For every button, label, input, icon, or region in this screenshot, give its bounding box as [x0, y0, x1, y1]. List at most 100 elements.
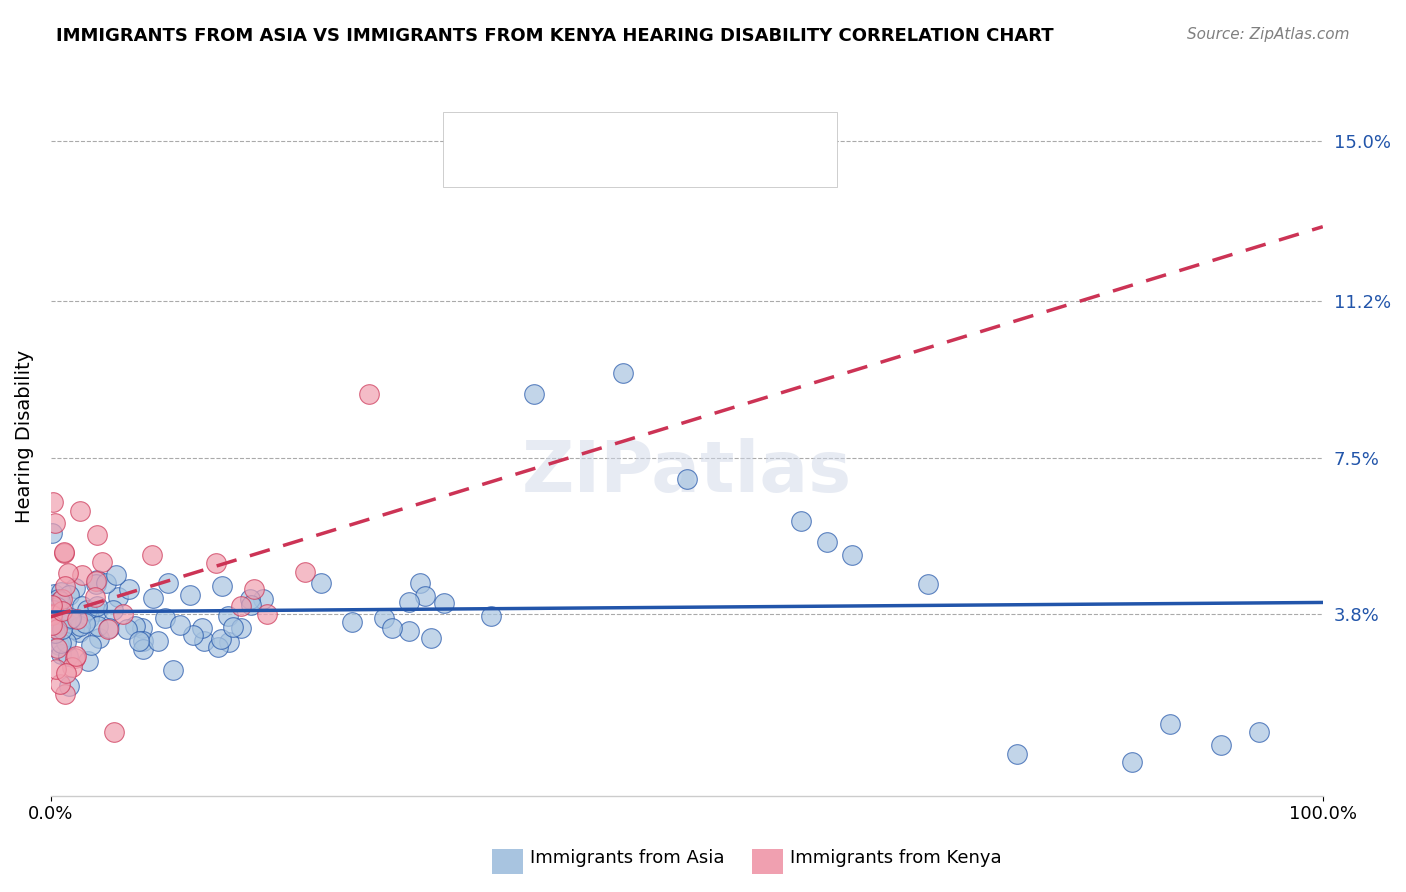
- Point: [66, 612, 89, 626]
- Point: [59, 612, 82, 626]
- Point: [612, 366, 634, 380]
- Point: [132, 633, 155, 648]
- Point: [98, 621, 121, 635]
- Point: [211, 632, 233, 646]
- Point: [86, 599, 108, 614]
- Point: [86, 574, 108, 588]
- Point: [84, 590, 107, 604]
- Point: [69, 504, 91, 518]
- Point: [56, 566, 79, 581]
- Point: [207, 640, 229, 655]
- Point: [398, 624, 420, 638]
- Point: [51, 592, 73, 607]
- Point: [311, 576, 333, 591]
- Point: [148, 634, 170, 648]
- Point: [1249, 725, 1271, 739]
- Point: [55, 687, 77, 701]
- Text: N =: N =: [583, 131, 623, 149]
- Point: [162, 663, 184, 677]
- Point: [218, 634, 240, 648]
- Point: [97, 622, 120, 636]
- Point: [479, 609, 502, 624]
- Point: [675, 472, 697, 486]
- Point: [42, 602, 65, 616]
- Text: 0.233: 0.233: [524, 131, 581, 149]
- Point: [1007, 747, 1029, 761]
- Point: [53, 579, 76, 593]
- Point: [75, 615, 97, 630]
- Point: [1209, 738, 1232, 752]
- Point: [373, 611, 395, 625]
- Text: N =: N =: [583, 167, 623, 185]
- Point: [86, 576, 108, 591]
- Point: [41, 618, 63, 632]
- Point: [55, 635, 77, 649]
- Point: [41, 525, 63, 540]
- Point: [217, 608, 239, 623]
- Point: [70, 599, 93, 613]
- Point: [229, 621, 252, 635]
- Point: [142, 591, 165, 606]
- Point: [60, 660, 83, 674]
- Point: [357, 387, 380, 401]
- Point: [103, 725, 125, 739]
- Point: [191, 621, 214, 635]
- Point: [211, 579, 233, 593]
- Point: [58, 679, 80, 693]
- Point: [103, 603, 125, 617]
- Point: [42, 495, 65, 509]
- Text: Source: ZipAtlas.com: Source: ZipAtlas.com: [1187, 27, 1350, 42]
- Text: 0.044: 0.044: [524, 167, 581, 185]
- Point: [179, 588, 201, 602]
- Point: [42, 617, 65, 632]
- Point: [112, 607, 135, 622]
- Point: [523, 387, 546, 401]
- Point: [86, 528, 108, 542]
- Point: [115, 622, 138, 636]
- Point: [1159, 717, 1181, 731]
- Point: [419, 631, 441, 645]
- Point: [49, 585, 72, 599]
- Point: [51, 605, 73, 619]
- Point: [41, 606, 63, 620]
- Point: [46, 599, 69, 614]
- Point: [169, 618, 191, 632]
- Point: [86, 574, 108, 588]
- Point: [48, 638, 70, 652]
- Point: [107, 590, 129, 604]
- Point: [90, 555, 112, 569]
- Point: [415, 589, 437, 603]
- Point: [63, 582, 86, 596]
- Point: [45, 622, 67, 636]
- Text: ZIPatlas: ZIPatlas: [522, 438, 852, 507]
- Point: [433, 596, 456, 610]
- Point: [55, 666, 77, 681]
- Point: [77, 611, 100, 625]
- Point: [48, 613, 70, 627]
- Point: [790, 514, 813, 528]
- Point: [41, 607, 63, 622]
- Point: [56, 649, 79, 664]
- Point: [841, 548, 863, 562]
- Point: [243, 582, 266, 596]
- Point: [294, 565, 316, 579]
- Point: [128, 633, 150, 648]
- Point: [45, 662, 67, 676]
- Point: [69, 618, 91, 632]
- Point: [240, 598, 263, 612]
- Point: [398, 595, 420, 609]
- Point: [917, 577, 939, 591]
- Point: [49, 647, 72, 661]
- Point: [58, 588, 80, 602]
- Point: [231, 599, 253, 613]
- Point: [157, 575, 180, 590]
- Point: [409, 576, 432, 591]
- Text: Immigrants from Kenya: Immigrants from Kenya: [790, 849, 1002, 867]
- Point: [222, 620, 245, 634]
- Point: [155, 611, 177, 625]
- Text: IMMIGRANTS FROM ASIA VS IMMIGRANTS FROM KENYA HEARING DISABILITY CORRELATION CHA: IMMIGRANTS FROM ASIA VS IMMIGRANTS FROM …: [56, 27, 1054, 45]
- Point: [52, 545, 75, 559]
- Point: [80, 639, 103, 653]
- Point: [58, 616, 80, 631]
- Point: [381, 621, 404, 635]
